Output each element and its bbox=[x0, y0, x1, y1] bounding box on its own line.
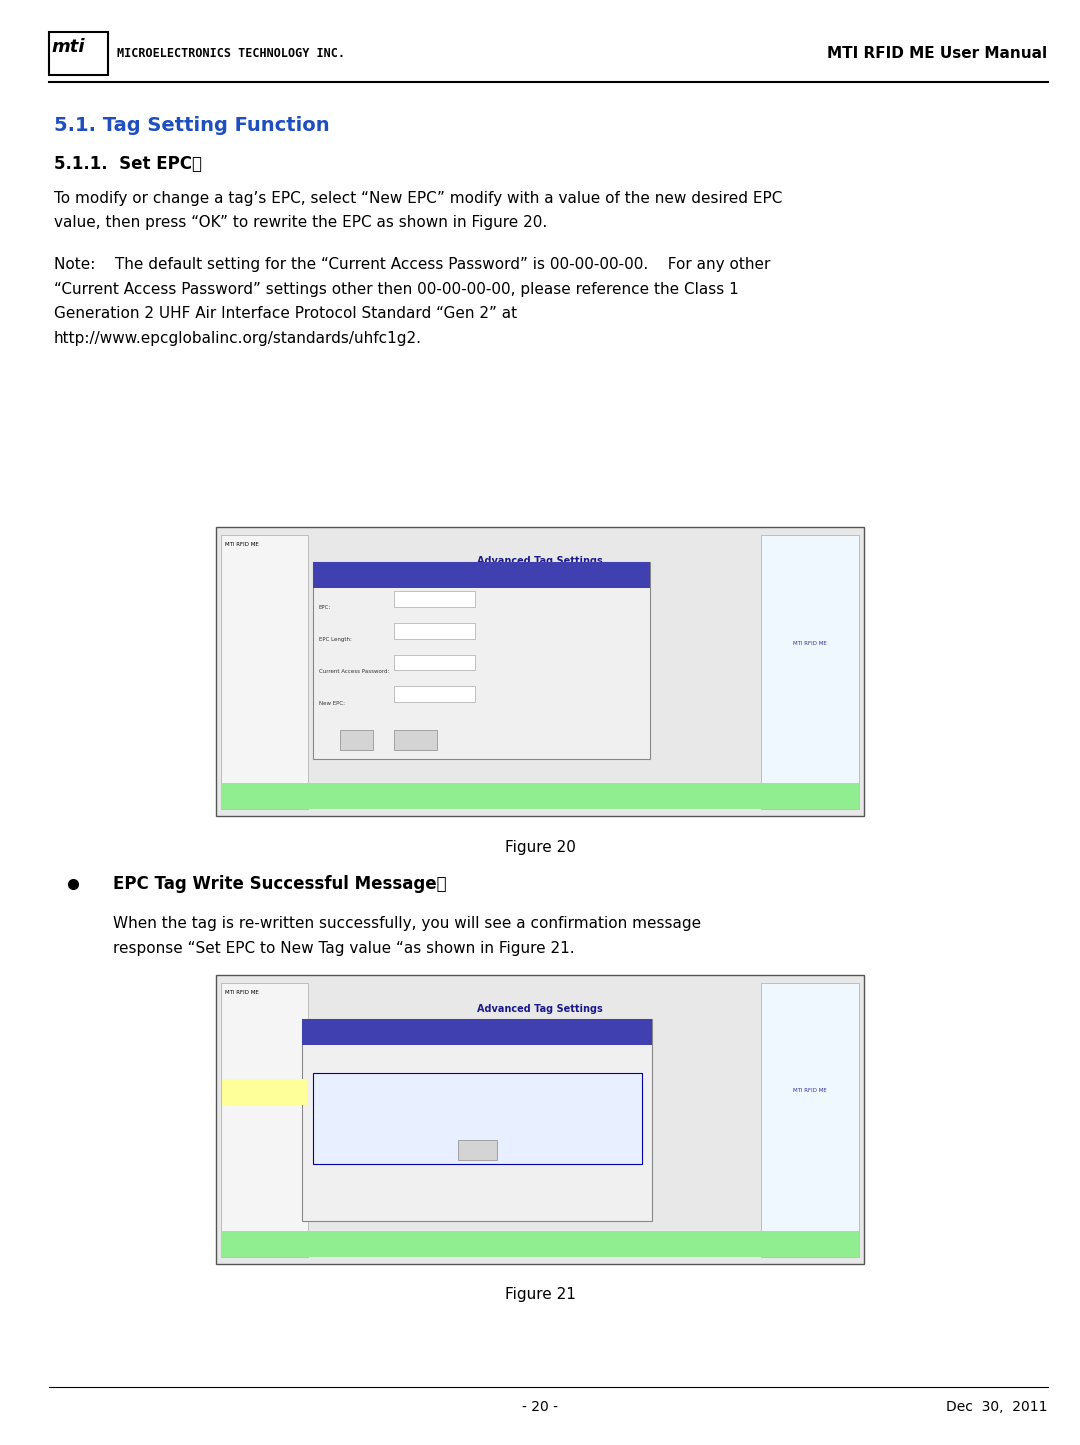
Text: MICROELECTRONICS TECHNOLOGY INC.: MICROELECTRONICS TECHNOLOGY INC. bbox=[117, 48, 345, 59]
Text: New EPC:: New EPC: bbox=[319, 701, 345, 705]
FancyBboxPatch shape bbox=[302, 1019, 652, 1045]
Text: MTI RFID ME: MTI RFID ME bbox=[793, 1088, 827, 1094]
Text: EPC Length:: EPC Length: bbox=[319, 637, 351, 642]
Text: MTI RFID ME User Manual: MTI RFID ME User Manual bbox=[827, 46, 1048, 61]
Text: MTI RFID ME: MTI RFID ME bbox=[225, 990, 258, 994]
FancyBboxPatch shape bbox=[761, 535, 859, 809]
Text: EPC Tag Write Successful Message：: EPC Tag Write Successful Message： bbox=[113, 876, 447, 893]
FancyBboxPatch shape bbox=[458, 1140, 497, 1160]
Text: 5.1.1.  Set EPC：: 5.1.1. Set EPC： bbox=[54, 155, 202, 172]
Text: Dec  30,  2011: Dec 30, 2011 bbox=[946, 1400, 1048, 1415]
FancyBboxPatch shape bbox=[216, 527, 864, 816]
Text: Note:    The default setting for the “Current Access Password” is 00-00-00-00.  : Note: The default setting for the “Curre… bbox=[54, 257, 770, 345]
Text: MTI RFID ME: MTI RFID ME bbox=[793, 640, 827, 646]
FancyBboxPatch shape bbox=[313, 562, 650, 759]
Text: EPC:: EPC: bbox=[319, 605, 330, 610]
Text: MTI RFID ME: MTI RFID ME bbox=[225, 542, 258, 546]
FancyBboxPatch shape bbox=[49, 32, 108, 75]
Text: - 20 -: - 20 - bbox=[522, 1400, 558, 1415]
FancyBboxPatch shape bbox=[340, 730, 373, 750]
FancyBboxPatch shape bbox=[221, 983, 308, 1257]
Text: mti: mti bbox=[52, 38, 85, 55]
Text: Figure 20: Figure 20 bbox=[504, 840, 576, 854]
FancyBboxPatch shape bbox=[216, 975, 864, 1264]
FancyBboxPatch shape bbox=[222, 1079, 307, 1105]
FancyBboxPatch shape bbox=[313, 1074, 642, 1165]
FancyBboxPatch shape bbox=[394, 591, 475, 607]
Text: Advanced Tag Settings: Advanced Tag Settings bbox=[477, 556, 603, 566]
Text: OK: OK bbox=[352, 737, 361, 743]
Text: 5.1. Tag Setting Function: 5.1. Tag Setting Function bbox=[54, 116, 329, 134]
FancyBboxPatch shape bbox=[313, 562, 650, 588]
FancyBboxPatch shape bbox=[221, 535, 308, 809]
Text: Set EPC to New Tag value: Set EPC to New Tag value bbox=[437, 1103, 517, 1108]
FancyBboxPatch shape bbox=[394, 686, 475, 702]
FancyBboxPatch shape bbox=[221, 783, 859, 809]
Text: When the tag is re-written successfully, you will see a confirmation message
res: When the tag is re-written successfully,… bbox=[113, 916, 702, 955]
Text: Cancel: Cancel bbox=[405, 737, 427, 743]
Text: Set EPC: Set EPC bbox=[319, 571, 355, 579]
Text: Current Access Password:: Current Access Password: bbox=[319, 669, 389, 673]
Text: OK: OK bbox=[473, 1156, 482, 1162]
Text: Advanced Tag Settings: Advanced Tag Settings bbox=[477, 1004, 603, 1014]
Text: To modify or change a tag’s EPC, select “New EPC” modify with a value of the new: To modify or change a tag’s EPC, select … bbox=[54, 191, 782, 230]
FancyBboxPatch shape bbox=[394, 655, 475, 670]
FancyBboxPatch shape bbox=[394, 623, 475, 639]
FancyBboxPatch shape bbox=[761, 983, 859, 1257]
Text: Figure 21: Figure 21 bbox=[504, 1287, 576, 1302]
Text: Set EPC: Set EPC bbox=[308, 1027, 345, 1036]
FancyBboxPatch shape bbox=[221, 1231, 859, 1257]
FancyBboxPatch shape bbox=[302, 1019, 652, 1221]
FancyBboxPatch shape bbox=[394, 730, 437, 750]
